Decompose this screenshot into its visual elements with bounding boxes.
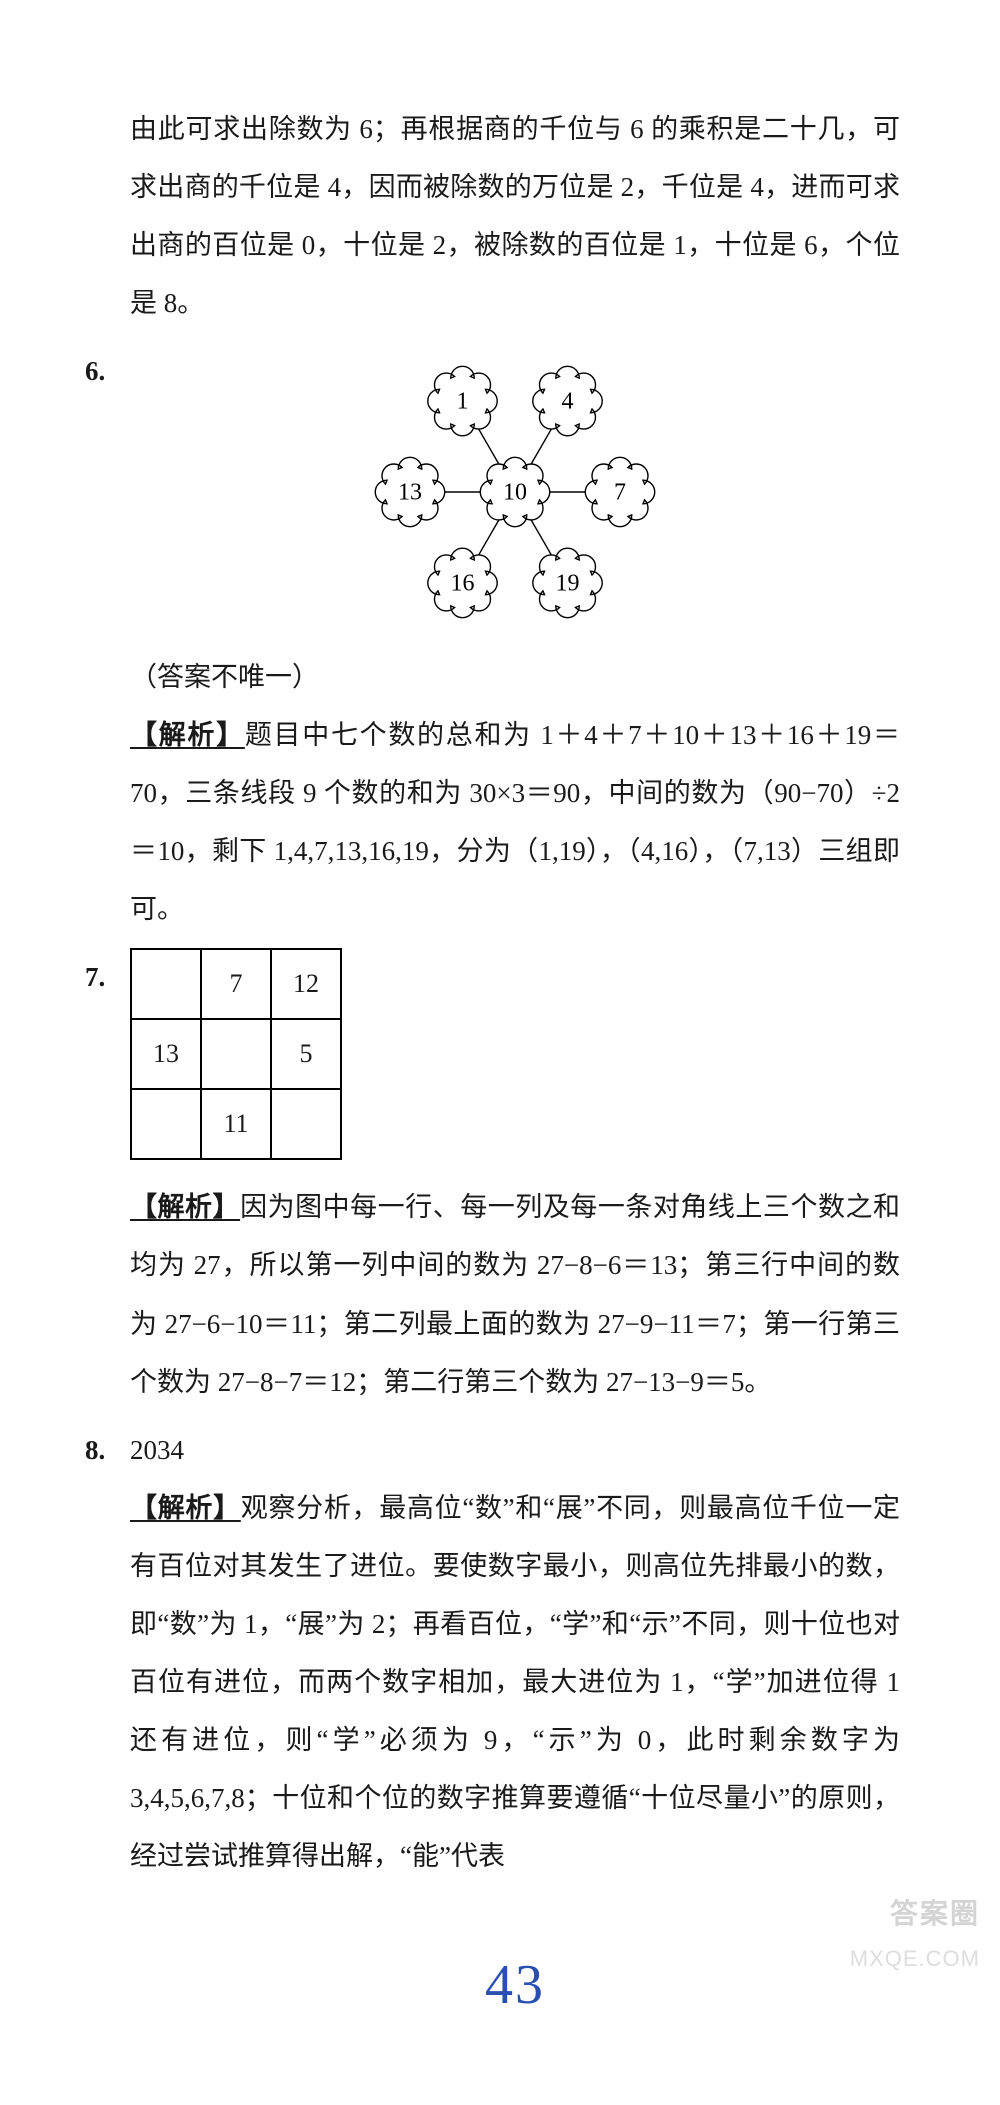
intro-paragraph: 由此可求出除数为 6；再根据商的千位与 6 的乘积是二十几，可求出商的千位是 4… xyxy=(130,100,900,332)
svg-text:13: 13 xyxy=(398,480,422,506)
svg-text:19: 19 xyxy=(556,571,580,597)
question-7: 7. 7 12 13 5 11 【解析】因为图中每一行、每一列及每一条对角线上三… xyxy=(130,948,900,1410)
q8-analysis: 观察分析，最高位“数”和“展”不同，则最高位千位一定有百位对其发生了进位。要使数… xyxy=(130,1493,900,1871)
q7-number: 7. xyxy=(85,948,105,1006)
q8-analysis-para: 【解析】观察分析，最高位“数”和“展”不同，则最高位千位一定有百位对其发生了进位… xyxy=(130,1479,900,1885)
svg-text:10: 10 xyxy=(503,480,527,506)
analysis-tag: 【解析】 xyxy=(130,720,245,750)
cell xyxy=(131,1089,201,1159)
magic-square: 7 12 13 5 11 xyxy=(130,948,342,1160)
cell xyxy=(201,1019,271,1089)
q6-analysis: 题目中七个数的总和为 1＋4＋7＋10＋13＋16＋19＝70，三条线段 9 个… xyxy=(130,720,900,924)
q8-answer: 2034 xyxy=(130,1421,900,1479)
table-row: 13 5 xyxy=(131,1019,341,1089)
svg-text:1: 1 xyxy=(457,389,469,415)
page-number: 43 xyxy=(130,1925,900,2045)
svg-text:4: 4 xyxy=(562,389,574,415)
q6-analysis-para: 【解析】题目中七个数的总和为 1＋4＋7＋10＋13＋16＋19＝70，三条线段… xyxy=(130,706,900,938)
cell: 11 xyxy=(201,1089,271,1159)
cell: 7 xyxy=(201,949,271,1019)
cell: 5 xyxy=(271,1019,341,1089)
q7-analysis-para: 【解析】因为图中每一行、每一列及每一条对角线上三个数之和均为 27，所以第一列中… xyxy=(130,1178,900,1410)
svg-text:16: 16 xyxy=(451,571,475,597)
watermark-url: MXQE.COM xyxy=(850,1946,980,1972)
q6-note: （答案不唯一） xyxy=(130,648,900,706)
analysis-tag: 【解析】 xyxy=(130,1192,240,1222)
flower-diagram: 1 4 7 19 16 13 10 xyxy=(130,342,900,642)
watermark-logo: 答案圈 xyxy=(890,1892,980,1932)
analysis-tag: 【解析】 xyxy=(130,1493,241,1523)
cell: 12 xyxy=(271,949,341,1019)
cell xyxy=(131,949,201,1019)
question-6: 6. 14719161310 （答案不唯一） 【解析】题目中七个数的总和为 1＋… xyxy=(130,342,900,938)
q7-analysis: 因为图中每一行、每一列及每一条对角线上三个数之和均为 27，所以第一列中间的数为… xyxy=(130,1192,900,1396)
intro-text: 由此可求出除数为 6；再根据商的千位与 6 的乘积是二十几，可求出商的千位是 4… xyxy=(130,100,900,332)
q8-number: 8. xyxy=(85,1421,105,1479)
q6-number: 6. xyxy=(85,342,105,400)
cell xyxy=(271,1089,341,1159)
table-row: 11 xyxy=(131,1089,341,1159)
flower-svg: 1 4 7 19 16 13 10 xyxy=(305,342,725,642)
table-row: 7 12 xyxy=(131,949,341,1019)
svg-text:7: 7 xyxy=(614,480,626,506)
cell: 13 xyxy=(131,1019,201,1089)
question-8: 8. 2034 【解析】观察分析，最高位“数”和“展”不同，则最高位千位一定有百… xyxy=(130,1421,900,1885)
